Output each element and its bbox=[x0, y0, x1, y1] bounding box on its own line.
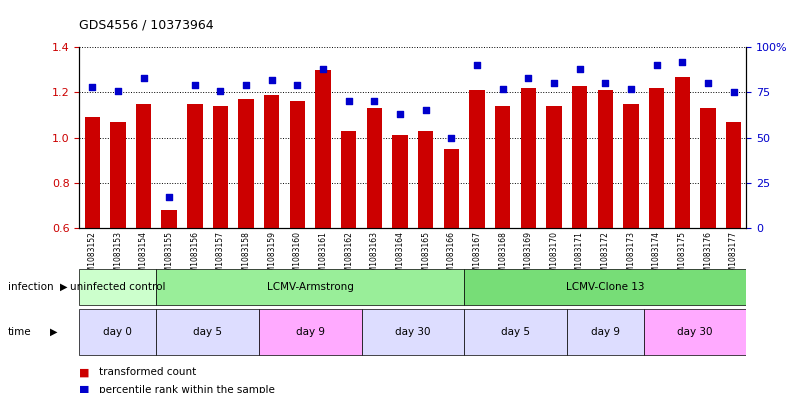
Text: ▶: ▶ bbox=[50, 327, 57, 337]
Text: day 30: day 30 bbox=[677, 327, 713, 337]
Point bbox=[548, 80, 561, 86]
FancyBboxPatch shape bbox=[567, 309, 644, 355]
Point bbox=[240, 82, 252, 88]
Point bbox=[727, 89, 740, 95]
Point bbox=[445, 134, 457, 141]
Bar bbox=[521, 88, 536, 228]
Point bbox=[394, 111, 407, 117]
FancyBboxPatch shape bbox=[259, 309, 361, 355]
Bar bbox=[315, 70, 331, 228]
Text: transformed count: transformed count bbox=[99, 367, 196, 377]
Bar bbox=[546, 106, 561, 228]
Bar bbox=[418, 131, 434, 228]
Point bbox=[419, 107, 432, 114]
Point bbox=[137, 75, 150, 81]
Text: day 0: day 0 bbox=[103, 327, 133, 337]
Bar bbox=[444, 149, 459, 228]
Text: time: time bbox=[8, 327, 32, 337]
Bar bbox=[341, 131, 357, 228]
Point bbox=[471, 62, 484, 68]
Text: day 5: day 5 bbox=[501, 327, 530, 337]
Point bbox=[291, 82, 304, 88]
Bar bbox=[290, 101, 305, 228]
Bar bbox=[675, 77, 690, 228]
Bar bbox=[572, 86, 588, 228]
Point bbox=[702, 80, 715, 86]
Bar bbox=[367, 108, 382, 228]
Point bbox=[625, 86, 638, 92]
Bar bbox=[161, 210, 177, 228]
Text: infection: infection bbox=[8, 282, 53, 292]
Text: uninfected control: uninfected control bbox=[70, 282, 166, 292]
Point bbox=[368, 98, 381, 105]
Point bbox=[522, 75, 534, 81]
Bar bbox=[136, 104, 151, 228]
Text: ■: ■ bbox=[79, 385, 90, 393]
Bar bbox=[238, 99, 254, 228]
FancyBboxPatch shape bbox=[464, 309, 567, 355]
Point bbox=[599, 80, 611, 86]
Bar bbox=[84, 117, 100, 228]
Text: LCMV-Clone 13: LCMV-Clone 13 bbox=[566, 282, 645, 292]
Bar bbox=[187, 104, 202, 228]
Point bbox=[573, 66, 586, 72]
FancyBboxPatch shape bbox=[156, 309, 259, 355]
FancyBboxPatch shape bbox=[79, 309, 156, 355]
Text: day 9: day 9 bbox=[296, 327, 325, 337]
Bar bbox=[726, 122, 742, 228]
Point bbox=[317, 66, 330, 72]
Text: LCMV-Armstrong: LCMV-Armstrong bbox=[267, 282, 353, 292]
Point bbox=[214, 87, 227, 94]
Bar bbox=[110, 122, 125, 228]
Bar bbox=[623, 104, 638, 228]
Point bbox=[496, 86, 509, 92]
Point bbox=[163, 194, 175, 200]
Text: ■: ■ bbox=[79, 367, 90, 377]
Bar bbox=[700, 108, 715, 228]
FancyBboxPatch shape bbox=[79, 269, 156, 305]
Text: ▶: ▶ bbox=[60, 282, 67, 292]
Text: GDS4556 / 10373964: GDS4556 / 10373964 bbox=[79, 18, 214, 31]
Bar bbox=[213, 106, 228, 228]
Point bbox=[86, 84, 98, 90]
Bar bbox=[469, 90, 484, 228]
Point bbox=[111, 87, 124, 94]
Point bbox=[342, 98, 355, 105]
Bar bbox=[264, 95, 279, 228]
FancyBboxPatch shape bbox=[464, 269, 746, 305]
Point bbox=[265, 77, 278, 83]
FancyBboxPatch shape bbox=[361, 309, 464, 355]
Bar bbox=[598, 90, 613, 228]
Text: day 5: day 5 bbox=[193, 327, 222, 337]
FancyBboxPatch shape bbox=[644, 309, 746, 355]
Text: day 9: day 9 bbox=[591, 327, 620, 337]
Point bbox=[650, 62, 663, 68]
Point bbox=[188, 82, 201, 88]
Text: day 30: day 30 bbox=[395, 327, 430, 337]
Bar bbox=[495, 106, 511, 228]
Point bbox=[676, 59, 688, 65]
FancyBboxPatch shape bbox=[156, 269, 464, 305]
Bar bbox=[649, 88, 665, 228]
Text: percentile rank within the sample: percentile rank within the sample bbox=[99, 385, 276, 393]
Bar bbox=[392, 135, 408, 228]
